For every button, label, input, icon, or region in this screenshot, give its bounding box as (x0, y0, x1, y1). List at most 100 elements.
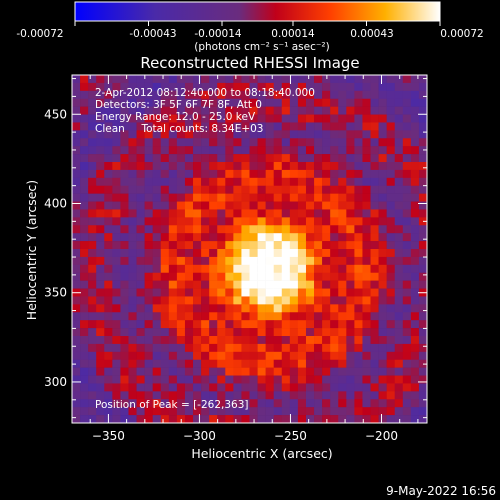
heatmap-pixel (193, 106, 202, 115)
heatmap-pixel (217, 288, 226, 297)
heatmap-pixel (80, 359, 89, 368)
heatmap-pixel (152, 328, 162, 337)
heatmap-pixel (72, 75, 81, 84)
heatmap-pixel (281, 75, 291, 84)
heatmap-pixel (72, 256, 81, 266)
heatmap-pixel (378, 130, 387, 139)
heatmap-pixel (217, 138, 226, 147)
heatmap-pixel (394, 177, 404, 187)
heatmap-pixel (410, 336, 420, 345)
heatmap-pixel (362, 177, 371, 187)
heatmap-pixel (88, 201, 97, 210)
heatmap-pixel (418, 225, 428, 234)
heatmap-pixel (370, 296, 379, 305)
heatmap-pixel (378, 201, 387, 210)
heatmap-pixel (136, 272, 145, 281)
heatmap-pixel (72, 304, 81, 313)
heatmap-pixel (168, 304, 178, 313)
heatmap-pixel (184, 391, 194, 400)
heatmap-pixel (314, 304, 323, 313)
heatmap-pixel (322, 106, 331, 115)
heatmap-pixel (176, 201, 186, 210)
heatmap-pixel (193, 177, 202, 187)
heatmap-pixel (314, 146, 323, 155)
heatmap-pixel (193, 328, 202, 337)
heatmap-pixel (104, 264, 113, 274)
heatmap-pixel (354, 256, 363, 266)
heatmap-pixel (394, 82, 404, 92)
heatmap-pixel (386, 122, 396, 131)
heatmap-pixel (410, 407, 420, 416)
heatmap-pixel (265, 122, 275, 131)
heatmap-pixel (386, 336, 396, 345)
heatmap-pixel (96, 383, 105, 392)
heatmap-pixel (112, 209, 121, 218)
heatmap-pixel (120, 193, 129, 202)
heatmap-pixel (338, 399, 347, 408)
heatmap-pixel (314, 169, 323, 179)
heatmap-pixel (346, 288, 355, 297)
heatmap-pixel (80, 185, 89, 194)
heatmap-pixel (418, 98, 428, 107)
heatmap-pixel (370, 114, 379, 123)
heatmap-pixel (314, 241, 323, 250)
heatmap-pixel (152, 146, 162, 155)
heatmap-pixel (104, 399, 113, 408)
heatmap-pixel (330, 312, 339, 321)
heatmap-pixel (152, 367, 162, 376)
heatmap-pixel (184, 272, 194, 281)
heatmap-pixel (112, 177, 121, 187)
heatmap-pixel (273, 304, 283, 313)
heatmap-pixel (346, 343, 355, 353)
heatmap-pixel (209, 241, 218, 250)
heatmap-pixel (378, 320, 387, 329)
heatmap-pixel (233, 106, 242, 115)
heatmap-pixel (168, 193, 178, 202)
heatmap-pixel (257, 82, 266, 92)
heatmap-pixel (80, 399, 89, 408)
heatmap-pixel (370, 122, 379, 131)
heatmap-pixel (152, 114, 162, 123)
heatmap-pixel (314, 138, 323, 147)
heatmap-pixel (184, 241, 194, 250)
heatmap-pixel (217, 122, 226, 131)
heatmap-pixel (168, 209, 178, 218)
heatmap-pixel (322, 272, 331, 281)
heatmap-pixel (112, 391, 121, 400)
heatmap-pixel (152, 296, 162, 305)
heatmap-pixel (410, 249, 420, 258)
heatmap-pixel (112, 367, 121, 376)
heatmap-pixel (209, 209, 218, 218)
heatmap-pixel (378, 138, 387, 147)
heatmap-pixel (370, 391, 379, 400)
heatmap-pixel (152, 304, 162, 313)
heatmap-pixel (225, 383, 234, 392)
heatmap-pixel (104, 177, 113, 187)
heatmap-pixel (378, 154, 387, 163)
heatmap-pixel (386, 201, 396, 210)
heatmap-pixel (120, 233, 129, 242)
heatmap-pixel (362, 415, 371, 424)
heatmap-pixel (176, 320, 186, 329)
heatmap-pixel (402, 256, 412, 266)
heatmap-pixel (144, 383, 153, 392)
heatmap-pixel (297, 114, 307, 123)
heatmap-pixel (80, 98, 89, 107)
heatmap-pixel (217, 130, 226, 139)
heatmap-pixel (201, 343, 210, 353)
heatmap-pixel (354, 249, 363, 258)
heatmap-pixel (386, 264, 396, 274)
heatmap-pixel (136, 154, 145, 163)
heatmap-pixel (273, 185, 283, 194)
heatmap-pixel (330, 415, 339, 424)
heatmap-pixel (72, 185, 81, 194)
heatmap-pixel (314, 75, 323, 84)
heatmap-pixel (330, 399, 339, 408)
heatmap-pixel (338, 75, 347, 84)
heatmap-pixel (209, 201, 218, 210)
heatmap-pixel (249, 201, 258, 210)
heatmap-pixel (96, 343, 105, 353)
heatmap-pixel (201, 154, 210, 163)
heatmap-pixel (104, 336, 113, 345)
heatmap-pixel (233, 272, 242, 281)
